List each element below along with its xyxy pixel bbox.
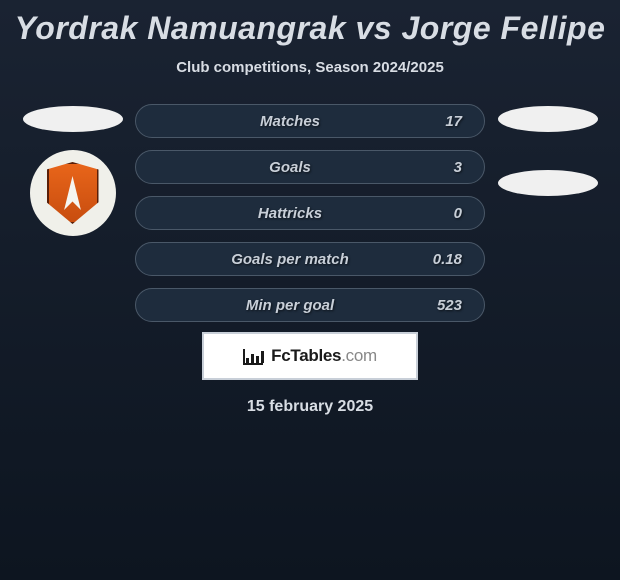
shield-icon — [47, 162, 99, 224]
stat-value: 3 — [422, 159, 462, 176]
player-flag-right — [498, 106, 598, 132]
stat-row-goals: Goals 3 — [135, 150, 485, 184]
stat-label: Matches — [158, 113, 422, 130]
stat-label: Goals per match — [158, 251, 422, 268]
comparison-widget: Yordrak Namuangrak vs Jorge Fellipe Club… — [0, 0, 620, 426]
stat-value: 523 — [422, 297, 462, 314]
logo-text-suffix: .com — [341, 346, 377, 365]
footer-date: 15 february 2025 — [247, 398, 373, 416]
stat-row-matches: Matches 17 — [135, 104, 485, 138]
stat-value: 0.18 — [422, 251, 462, 268]
stat-label: Goals — [158, 159, 422, 176]
bar-chart-bars — [246, 351, 264, 363]
stat-row-gpm: Goals per match 0.18 — [135, 242, 485, 276]
stat-value: 0 — [422, 205, 462, 222]
left-player-col — [20, 104, 125, 236]
bar-chart-icon — [243, 347, 265, 365]
club-badge-right — [498, 170, 598, 196]
stat-label: Min per goal — [158, 297, 422, 314]
club-badge-left[interactable] — [30, 150, 116, 236]
logo-text: FcTables.com — [271, 346, 377, 366]
shield-inner-icon — [59, 176, 87, 210]
stat-row-mpg: Min per goal 523 — [135, 288, 485, 322]
stats-column: Matches 17 Goals 3 Hattricks 0 Goals per… — [135, 104, 485, 322]
player-flag-left — [23, 106, 123, 132]
fctables-logo-link[interactable]: FcTables.com — [202, 332, 418, 380]
content-row: Matches 17 Goals 3 Hattricks 0 Goals per… — [0, 104, 620, 322]
stat-row-hattricks: Hattricks 0 — [135, 196, 485, 230]
right-player-col — [495, 104, 600, 196]
logo-text-primary: FcTables — [271, 346, 341, 365]
stat-label: Hattricks — [158, 205, 422, 222]
subtitle: Club competitions, Season 2024/2025 — [176, 59, 444, 76]
page-title: Yordrak Namuangrak vs Jorge Fellipe — [15, 10, 606, 47]
stat-value: 17 — [422, 113, 462, 130]
